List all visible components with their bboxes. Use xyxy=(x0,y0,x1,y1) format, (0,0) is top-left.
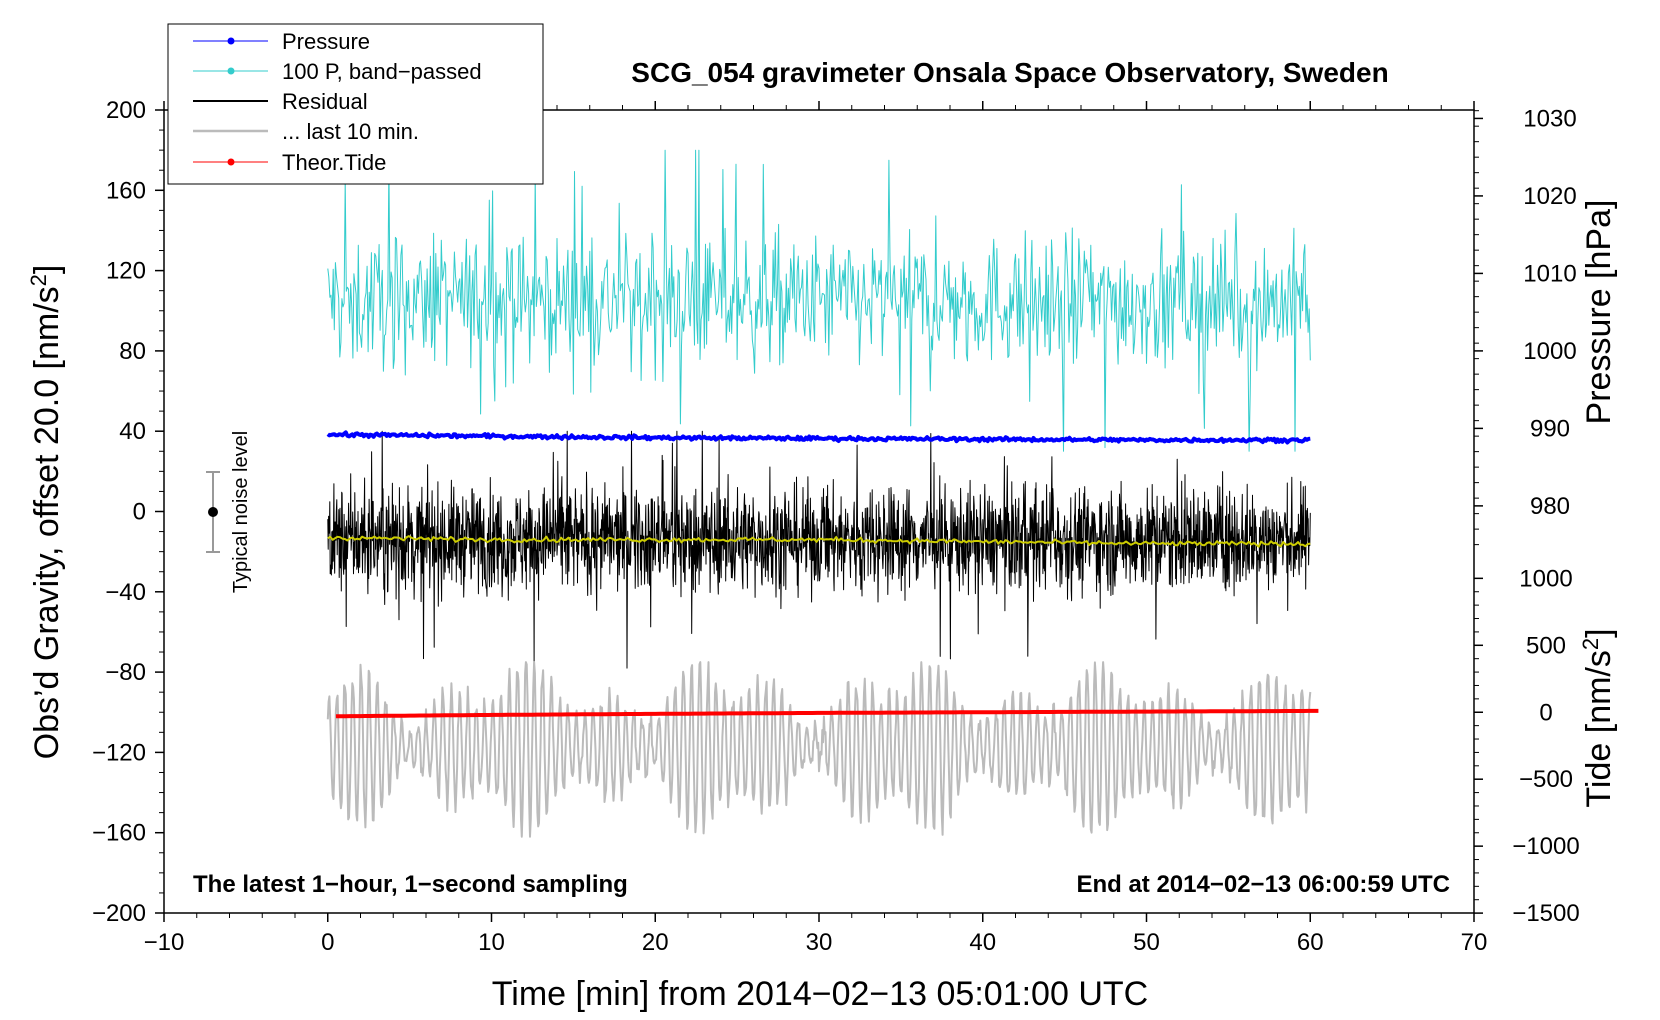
y-tick-label: −200 xyxy=(92,900,146,927)
y-tick-label: 120 xyxy=(106,258,146,285)
noise-bar: Typical noise level xyxy=(206,431,252,593)
pressure-axis-label: Pressure [hPa] xyxy=(1580,200,1618,425)
x-tick-label: 0 xyxy=(321,929,334,956)
legend-dot-bandpassed xyxy=(227,67,235,75)
tide-tick-label: 500 xyxy=(1526,632,1566,659)
legend-item-bandpassed: 100 P, band−passed xyxy=(193,59,482,84)
legend-item-tide: Theor.Tide xyxy=(193,150,386,175)
series-running-mean-line xyxy=(327,535,1311,548)
series-pressure-line xyxy=(326,430,1311,445)
pressure-tick-label: 980 xyxy=(1530,493,1570,520)
noise-bar-center xyxy=(208,507,218,517)
tide-axis-label-sup: 2 xyxy=(1578,638,1603,650)
tide-tick-label: −1500 xyxy=(1512,900,1579,927)
y-tick-label: 200 xyxy=(106,97,146,124)
legend-label-pressure: Pressure xyxy=(282,29,370,54)
y-tick-label: −40 xyxy=(105,579,146,606)
series-last10-line xyxy=(326,661,1312,838)
legend-dot-pressure xyxy=(227,37,235,45)
y-tick-label: 0 xyxy=(133,499,146,526)
legend-dot-tide xyxy=(227,158,235,166)
y-axis-label-main: Obs’d Gravity, offset 20.0 [nm/s xyxy=(28,286,66,759)
legend: Pressure 100 P, band−passed Residual ...… xyxy=(167,23,544,185)
x-tick-label: 50 xyxy=(1133,929,1160,956)
end-time-note: End at 2014−02−13 06:00:59 UTC xyxy=(1076,871,1450,898)
pressure-tick-label: 1020 xyxy=(1523,183,1576,210)
series-residual-line xyxy=(327,430,1311,669)
pressure-tick-label: 1010 xyxy=(1523,260,1576,287)
series-tide-line xyxy=(335,708,1319,719)
tide-axis-label: Tide [nm/s2] xyxy=(1578,628,1618,807)
x-tick-label: 60 xyxy=(1297,929,1324,956)
legend-box xyxy=(167,23,544,185)
legend-label-residual: Residual xyxy=(282,89,368,114)
y-tick-label: 40 xyxy=(119,418,146,445)
plot-frame xyxy=(163,109,1475,914)
x-axis-label: Time [min] from 2014−02−13 05:01:00 UTC xyxy=(492,975,1148,1013)
legend-label-last10: ... last 10 min. xyxy=(282,119,419,144)
tide-tick-label: 1000 xyxy=(1519,565,1572,592)
x-tick-label: 10 xyxy=(478,929,505,956)
series-layer xyxy=(326,149,1319,838)
series-bandpassed-line xyxy=(327,149,1311,452)
x-tick-label: 70 xyxy=(1461,929,1488,956)
x-tick-label: −10 xyxy=(144,929,185,956)
legend-label-tide: Theor.Tide xyxy=(282,150,386,175)
y-tick-label: 80 xyxy=(119,338,146,365)
legend-label-bandpassed: 100 P, band−passed xyxy=(282,59,482,84)
y-axis-label: Obs’d Gravity, offset 20.0 [nm/s2] xyxy=(26,265,66,760)
noise-bar-label: Typical noise level xyxy=(230,431,252,593)
tide-axis-label-close: ] xyxy=(1580,628,1618,637)
tide-tick-label: −1000 xyxy=(1512,833,1579,860)
x-tick-label: 30 xyxy=(806,929,833,956)
sampling-note: The latest 1−hour, 1−second sampling xyxy=(193,871,628,898)
pressure-tick-label: 1030 xyxy=(1523,105,1576,132)
chart-title: SCG_054 gravimeter Onsala Space Observat… xyxy=(631,57,1388,88)
tide-tick-label: 0 xyxy=(1539,699,1552,726)
axes-layer: −10 0 10 20 30 40 50 60 70−200−160−120−80−400408… xyxy=(92,97,1580,956)
x-tick-label: 20 xyxy=(642,929,669,956)
x-tick-label: 40 xyxy=(969,929,996,956)
legend-item-residual: Residual xyxy=(193,89,368,114)
tide-axis-label-main: Tide [nm/s xyxy=(1580,650,1618,807)
tide-tick-label: −500 xyxy=(1519,766,1573,793)
legend-item-pressure: Pressure xyxy=(193,29,370,54)
y-axis-label-sup: 2 xyxy=(26,274,51,286)
pressure-tick-label: 990 xyxy=(1530,415,1570,442)
y-tick-label: −160 xyxy=(92,820,146,847)
y-axis-label-close: ] xyxy=(28,265,66,274)
y-tick-label: 160 xyxy=(106,177,146,204)
legend-item-last10: ... last 10 min. xyxy=(193,119,419,144)
y-tick-label: −120 xyxy=(92,739,146,766)
pressure-tick-label: 1000 xyxy=(1523,338,1576,365)
y-tick-label: −80 xyxy=(105,659,146,686)
